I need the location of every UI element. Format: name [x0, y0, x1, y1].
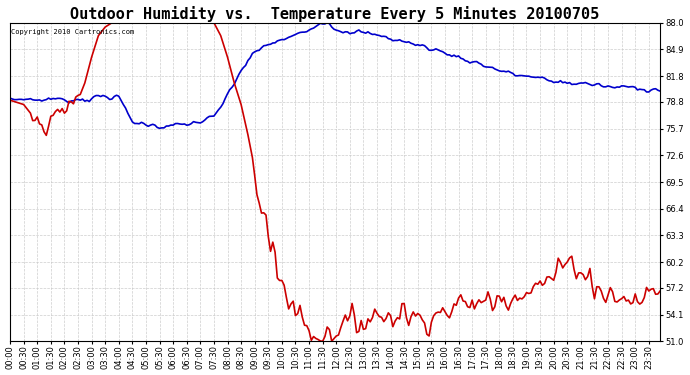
Title: Outdoor Humidity vs.  Temperature Every 5 Minutes 20100705: Outdoor Humidity vs. Temperature Every 5… [70, 6, 600, 21]
Text: Copyright 2010 Cartronics.com: Copyright 2010 Cartronics.com [11, 29, 135, 35]
